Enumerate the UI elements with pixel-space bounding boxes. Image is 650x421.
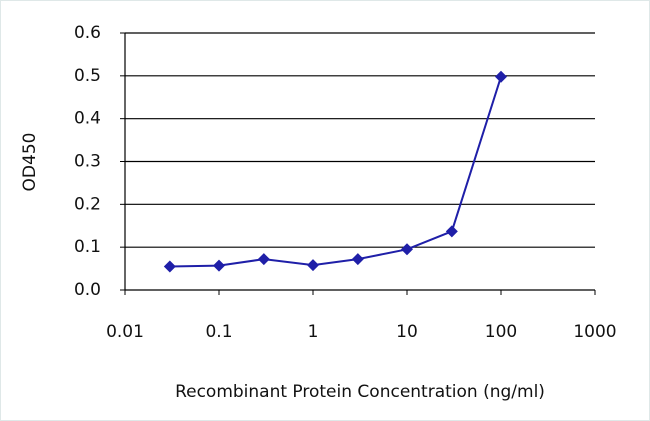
data-point — [351, 253, 364, 266]
y-tick-label: 0.6 — [74, 23, 101, 43]
x-axis-label: Recombinant Protein Concentration (ng/ml… — [175, 382, 545, 402]
x-tick-label: 10 — [396, 322, 418, 342]
x-tick-label: 0.1 — [205, 322, 232, 342]
y-axis-label: OD450 — [20, 133, 40, 192]
y-tick-label: 0.5 — [74, 66, 101, 86]
x-tick-label: 1000 — [573, 322, 616, 342]
data-point — [445, 225, 458, 238]
data-point — [401, 243, 413, 256]
y-tick-label: 0.3 — [74, 152, 101, 172]
y-tick-label: 0.2 — [74, 194, 101, 214]
data-point — [257, 253, 270, 266]
data-point — [163, 260, 176, 273]
x-tick-label: 100 — [485, 322, 517, 342]
y-tick-label: 0.1 — [74, 237, 101, 257]
data-point — [307, 259, 319, 272]
x-tick-label: 0.01 — [106, 322, 144, 342]
data-point — [213, 259, 225, 272]
data-line — [169, 76, 502, 268]
x-tick-label: 1 — [308, 322, 319, 342]
data-point — [495, 70, 507, 83]
y-tick-label: 0.0 — [74, 280, 101, 300]
y-tick-label: 0.4 — [74, 109, 101, 129]
